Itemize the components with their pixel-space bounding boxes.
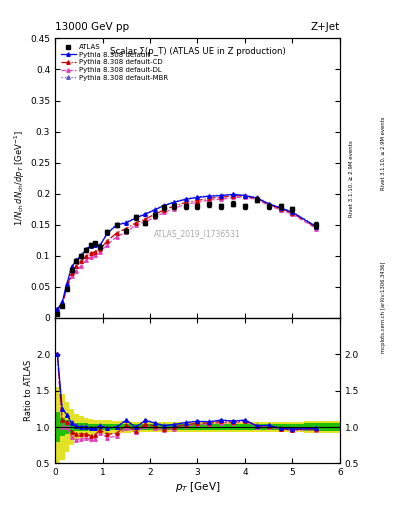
- Text: Scalar Σ(p_T) (ATLAS UE in Z production): Scalar Σ(p_T) (ATLAS UE in Z production): [110, 47, 285, 56]
- Text: mcplots.cern.ch [arXiv:1306.3436]: mcplots.cern.ch [arXiv:1306.3436]: [381, 262, 386, 353]
- Text: 13000 GeV pp: 13000 GeV pp: [55, 22, 129, 32]
- Text: Z+Jet: Z+Jet: [311, 22, 340, 32]
- X-axis label: $p_T$ [GeV]: $p_T$ [GeV]: [175, 480, 220, 494]
- Legend: ATLAS, Pythia 8.308 default, Pythia 8.308 default-CD, Pythia 8.308 default-DL, P: ATLAS, Pythia 8.308 default, Pythia 8.30…: [59, 42, 170, 83]
- Text: ATLAS_2019_I1736531: ATLAS_2019_I1736531: [154, 229, 241, 239]
- Text: Rivet 3.1.10, ≥ 2.9M events: Rivet 3.1.10, ≥ 2.9M events: [381, 117, 386, 190]
- Y-axis label: Rivet 3.1.10, ≥ 2.9M events: Rivet 3.1.10, ≥ 2.9M events: [349, 140, 354, 217]
- Y-axis label: Ratio to ATLAS: Ratio to ATLAS: [24, 360, 33, 421]
- Y-axis label: $1/N_\mathrm{ch}\,dN_\mathrm{ch}/dp_T$ [GeV$^{-1}$]: $1/N_\mathrm{ch}\,dN_\mathrm{ch}/dp_T$ […: [13, 130, 27, 226]
